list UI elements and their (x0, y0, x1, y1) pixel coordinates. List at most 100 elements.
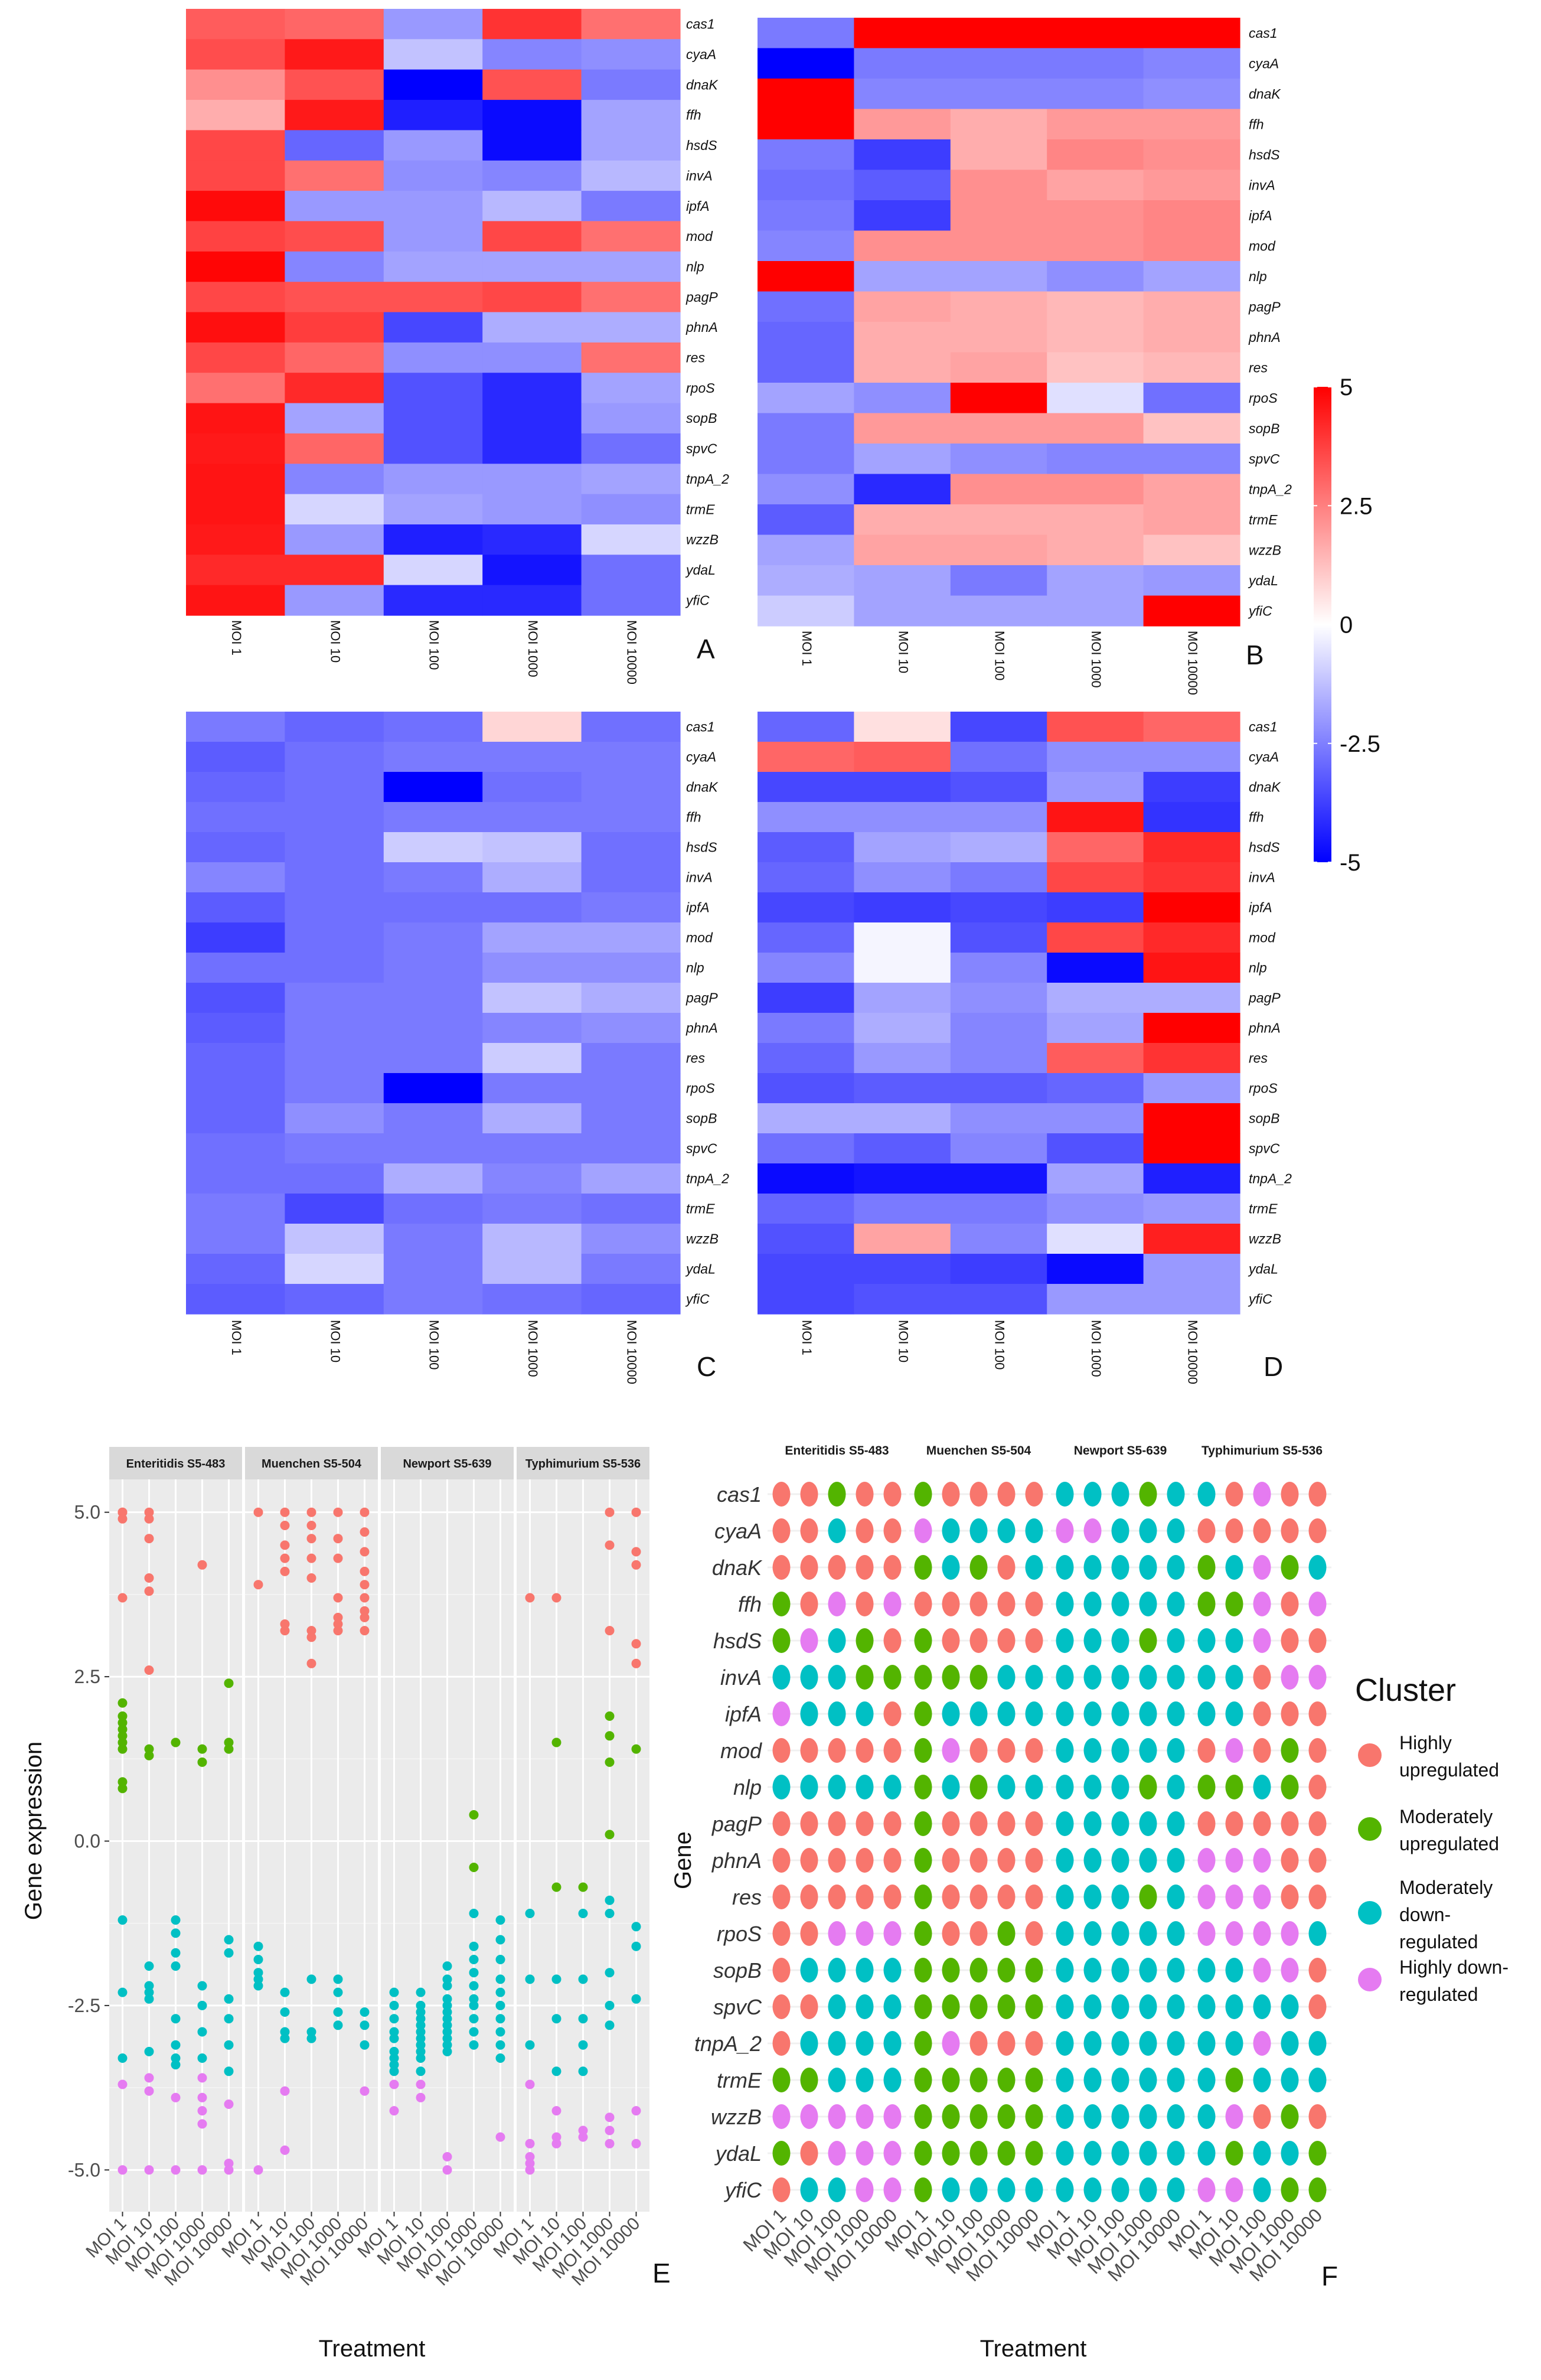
cluster-dot (1225, 1482, 1243, 1507)
data-point (306, 1507, 316, 1517)
data-point (605, 2020, 615, 2030)
cluster-dot (942, 1994, 960, 2019)
gene-row-label: nlp (1249, 269, 1267, 284)
heatmap-cell (383, 494, 483, 525)
gene-row-label: trmE (686, 501, 715, 517)
heatmap-cell (186, 221, 285, 252)
data-point (389, 2106, 399, 2116)
cluster-dot (997, 1482, 1016, 1507)
heatmap-cell (854, 565, 951, 596)
heatmap-cell (854, 534, 951, 566)
heatmap-cell (1143, 352, 1240, 383)
heatmap-cell (1143, 18, 1240, 49)
panel-letter-A: A (697, 634, 715, 664)
heatmap-cell (482, 1254, 582, 1284)
cluster-dot (1056, 2104, 1074, 2129)
heatmap-cell (950, 595, 1047, 627)
cluster-dot (1111, 1592, 1129, 1616)
heatmap-cell (581, 342, 681, 373)
heatmap-cell (482, 892, 582, 923)
heatmap-cell (482, 9, 582, 40)
heatmap-cell (482, 555, 582, 586)
heatmap-cell (854, 1133, 951, 1164)
heatmap-cell (482, 742, 582, 772)
heatmap-cell (1143, 832, 1240, 863)
heatmap-cell (1143, 565, 1240, 596)
facet-strip-label: Muenchen S5-504 (262, 1458, 362, 1471)
data-point (224, 1744, 234, 1754)
heatmap-cell (285, 221, 384, 252)
cluster-dot (1308, 1958, 1327, 1983)
heatmap-cell (854, 291, 951, 322)
cluster-dot (800, 1775, 818, 1799)
heatmap-cell (383, 342, 483, 373)
cluster-dot (1111, 1628, 1129, 1653)
cluster-dot (1167, 1482, 1185, 1507)
cluster-dot (1083, 2177, 1102, 2202)
data-point (117, 1514, 128, 1524)
heatmap-cell (285, 39, 384, 70)
data-point (333, 2020, 343, 2030)
heatmap-cell (186, 1133, 285, 1164)
gene-row-label: ydaL (1248, 1261, 1278, 1277)
treatment-col-label: MOI 1000 (525, 1320, 540, 1377)
heatmap-cell (1143, 200, 1240, 232)
data-point (280, 2007, 290, 2017)
heatmap-cell (758, 261, 854, 292)
heatmap-cell (482, 983, 582, 1013)
data-point (117, 1777, 128, 1787)
data-point (253, 1981, 263, 1991)
cluster-dot (969, 1518, 988, 1543)
heatmap-cell (1143, 1224, 1240, 1254)
heatmap-cell (854, 1224, 951, 1254)
data-point (442, 2033, 452, 2043)
cluster-dot (1281, 2068, 1299, 2092)
heatmap-cell (186, 403, 285, 434)
data-point (631, 1941, 641, 1951)
heatmap-cell (1143, 1163, 1240, 1194)
cluster-dot (1056, 1592, 1074, 1616)
data-point (197, 2027, 207, 2037)
data-point (306, 1974, 316, 1984)
cluster-dot (1225, 1738, 1243, 1763)
heatmap-cell (186, 251, 285, 282)
cluster-dot (1281, 1921, 1299, 1946)
data-point (360, 1612, 370, 1622)
cluster-dot (1197, 2177, 1216, 2202)
cluster-dot (914, 1921, 932, 1946)
cluster-dot (1308, 1701, 1327, 1726)
data-point (605, 1731, 615, 1741)
heatmap-cell (186, 1103, 285, 1134)
heatmap-cell (758, 48, 854, 79)
cluster-dot (1025, 2104, 1043, 2129)
heatmap-cell (950, 772, 1047, 803)
data-point (224, 1948, 234, 1958)
cluster-dot (1225, 1628, 1243, 1653)
cluster-dot (1056, 1738, 1074, 1763)
data-point (495, 2014, 505, 2024)
cluster-dot (772, 1518, 791, 1543)
data-point (171, 1915, 181, 1925)
heatmap-cell (950, 742, 1047, 772)
heatmap-cell (581, 221, 681, 252)
cluster-dot (800, 1958, 818, 1983)
heatmap-cell (1143, 1043, 1240, 1074)
data-point (360, 1593, 370, 1603)
cluster-dot (1111, 1921, 1129, 1946)
data-point (306, 1534, 316, 1544)
gene-row-label: ffh (1249, 810, 1264, 825)
heatmap-cell (186, 69, 285, 100)
cluster-dot (883, 1994, 902, 2019)
cluster-dot (1225, 2141, 1243, 2166)
treatment-col-label: MOI 1000 (525, 620, 540, 677)
data-point (197, 2000, 207, 2010)
cluster-dot (1139, 1555, 1157, 1580)
treatment-col-label: MOI 10000 (624, 620, 639, 684)
data-point (117, 2079, 128, 2089)
heatmap-cell (1047, 1163, 1144, 1194)
cluster-dot (856, 1848, 874, 1873)
cluster-dot (1056, 1885, 1074, 1909)
legend-key (1358, 1743, 1382, 1767)
cluster-dot (1253, 1482, 1271, 1507)
heatmap-cell (383, 1194, 483, 1224)
